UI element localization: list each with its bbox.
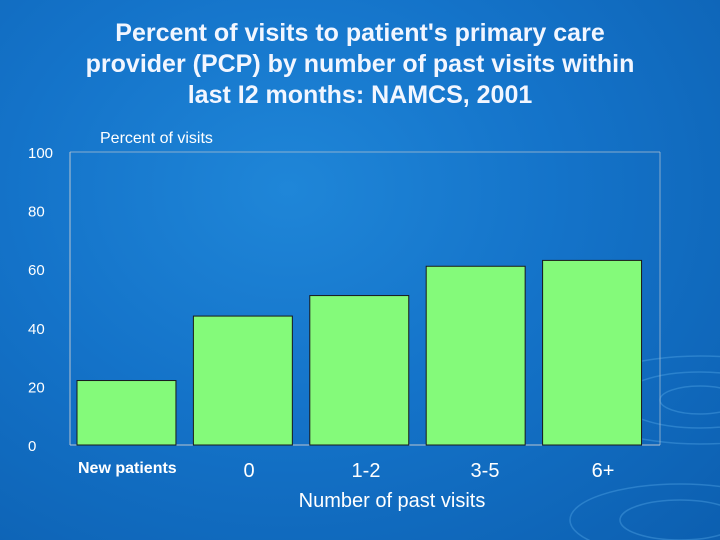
chart-title: Percent of visits to patient's primary c… xyxy=(20,18,700,111)
bar-1-2 xyxy=(309,295,410,446)
chart-title-line-3: last I2 months: NAMCS, 2001 xyxy=(187,81,533,109)
x-axis-title: Number of past visits xyxy=(299,490,486,512)
y-tick-label: 60 xyxy=(28,262,45,279)
y-tick-label: 20 xyxy=(28,379,45,396)
y-tick-label: 0 xyxy=(28,438,36,455)
bar-new-patients xyxy=(76,380,177,446)
x-axis-ticks: New patients 0 1-2 3-5 6+ xyxy=(78,460,614,482)
bar-6- xyxy=(542,259,643,446)
x-tick-label: 0 xyxy=(243,460,254,482)
y-tick-label: 100 xyxy=(28,145,53,162)
x-tick-label: 3-5 xyxy=(471,460,500,482)
chart-title-line-1: Percent of visits to patient's primary c… xyxy=(115,19,605,47)
bar-0 xyxy=(192,315,293,446)
bar-3-5 xyxy=(425,265,526,446)
x-tick-label: 1-2 xyxy=(352,460,381,482)
y-axis-ticks: 0 20 40 60 80 100 xyxy=(28,145,53,455)
chart-title-line-2: provider (PCP) by number of past visits … xyxy=(85,50,635,78)
x-tick-label: 6+ xyxy=(592,460,615,482)
bars xyxy=(76,259,643,446)
x-tick-label: New patients xyxy=(78,460,177,477)
y-tick-label: 80 xyxy=(28,204,45,221)
y-tick-label: 40 xyxy=(28,321,45,338)
y-axis-label: Percent of visits xyxy=(100,130,213,147)
